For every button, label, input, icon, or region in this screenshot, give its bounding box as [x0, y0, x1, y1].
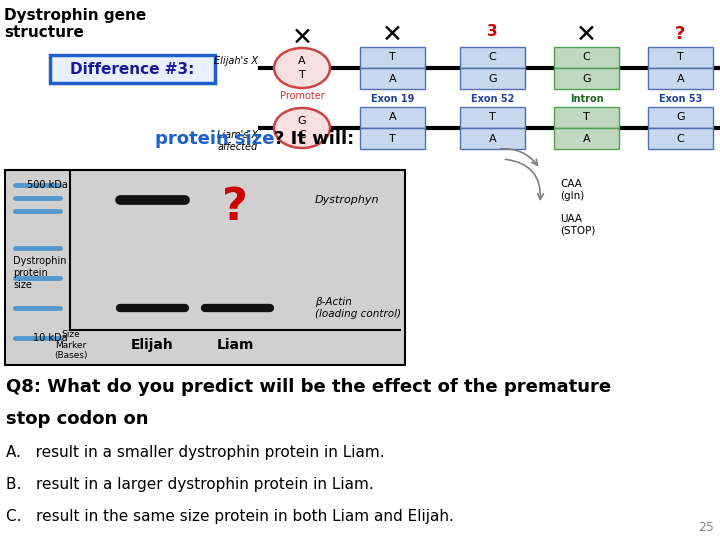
Text: ?: ? [675, 25, 685, 43]
Text: T: T [583, 112, 590, 123]
Text: G: G [488, 73, 497, 84]
Text: 3: 3 [487, 24, 498, 38]
Text: A: A [298, 56, 306, 66]
Bar [50, 55, 215, 83]
Text: T: T [677, 52, 684, 63]
Bar [648, 47, 713, 68]
Text: A: A [389, 73, 396, 84]
Text: G: G [582, 73, 591, 84]
Text: stop codon on: stop codon on [6, 410, 155, 428]
Text: Size
Marker
(Bases): Size Marker (Bases) [54, 330, 88, 360]
Text: C: C [298, 130, 306, 140]
Bar [460, 128, 525, 149]
Text: Liam: Liam [216, 338, 253, 352]
Text: T: T [389, 133, 396, 144]
Text: Exon 52: Exon 52 [471, 94, 514, 104]
Bar [360, 47, 425, 68]
Text: 10 kDa: 10 kDa [33, 333, 68, 343]
Text: CAA
(gln): CAA (gln) [560, 179, 584, 200]
Bar [460, 68, 525, 89]
Bar [648, 128, 713, 149]
Text: UAA
(STOP): UAA (STOP) [560, 214, 595, 235]
Text: G: G [297, 116, 306, 126]
Bar [554, 68, 619, 89]
Text: C: C [677, 133, 685, 144]
Bar [360, 107, 425, 128]
Text: 500 kDa: 500 kDa [27, 180, 68, 190]
Bar [648, 68, 713, 89]
Text: β-Actin
(loading control): β-Actin (loading control) [315, 297, 401, 319]
Bar [460, 107, 525, 128]
Text: protein size: protein size [155, 130, 274, 148]
Text: C.   result in the same size protein in both Liam and Elijah.: C. result in the same size protein in bo… [6, 509, 454, 524]
Bar [460, 47, 525, 68]
Bar [5, 170, 405, 365]
Bar [554, 47, 619, 68]
Text: Liam's X
affected: Liam's X affected [217, 130, 258, 152]
Text: C: C [582, 52, 590, 63]
Text: Dystrophin gene
structure: Dystrophin gene structure [4, 8, 146, 40]
Text: A: A [389, 112, 396, 123]
Text: Dystrophyn: Dystrophyn [315, 195, 379, 205]
Text: Exon 53: Exon 53 [659, 94, 702, 104]
Bar [360, 68, 425, 89]
Ellipse shape [274, 48, 330, 88]
Text: A: A [489, 133, 496, 144]
Text: Elijah's X: Elijah's X [214, 56, 258, 66]
Text: 25: 25 [698, 521, 714, 534]
Text: Exon 19: Exon 19 [371, 94, 414, 104]
Text: T: T [489, 112, 496, 123]
Text: C: C [489, 52, 496, 63]
Bar [554, 107, 619, 128]
Text: ✕: ✕ [576, 23, 597, 47]
Text: B.   result in a larger dystrophin protein in Liam.: B. result in a larger dystrophin protein… [6, 477, 374, 492]
Text: Q8: What do you predict will be the effect of the premature: Q8: What do you predict will be the effe… [6, 378, 611, 396]
Text: T: T [389, 52, 396, 63]
Text: Dystrophin
protein
size: Dystrophin protein size [13, 256, 66, 289]
Text: Promoter: Promoter [279, 91, 325, 101]
Text: ?: ? [222, 186, 248, 228]
Bar [554, 128, 619, 149]
Text: ✕: ✕ [382, 23, 403, 47]
Bar [648, 107, 713, 128]
Text: Difference #3:: Difference #3: [71, 62, 194, 77]
Text: T: T [299, 70, 305, 80]
Text: ? It will:: ? It will: [274, 130, 354, 148]
Text: G: G [676, 112, 685, 123]
Text: A.   result in a smaller dystrophin protein in Liam.: A. result in a smaller dystrophin protei… [6, 445, 384, 460]
Text: A: A [677, 73, 684, 84]
Text: A: A [582, 133, 590, 144]
Ellipse shape [274, 108, 330, 148]
Text: Intron: Intron [570, 94, 603, 104]
Text: Elijah: Elijah [130, 338, 174, 352]
Bar [360, 128, 425, 149]
Text: ✕: ✕ [292, 26, 312, 50]
